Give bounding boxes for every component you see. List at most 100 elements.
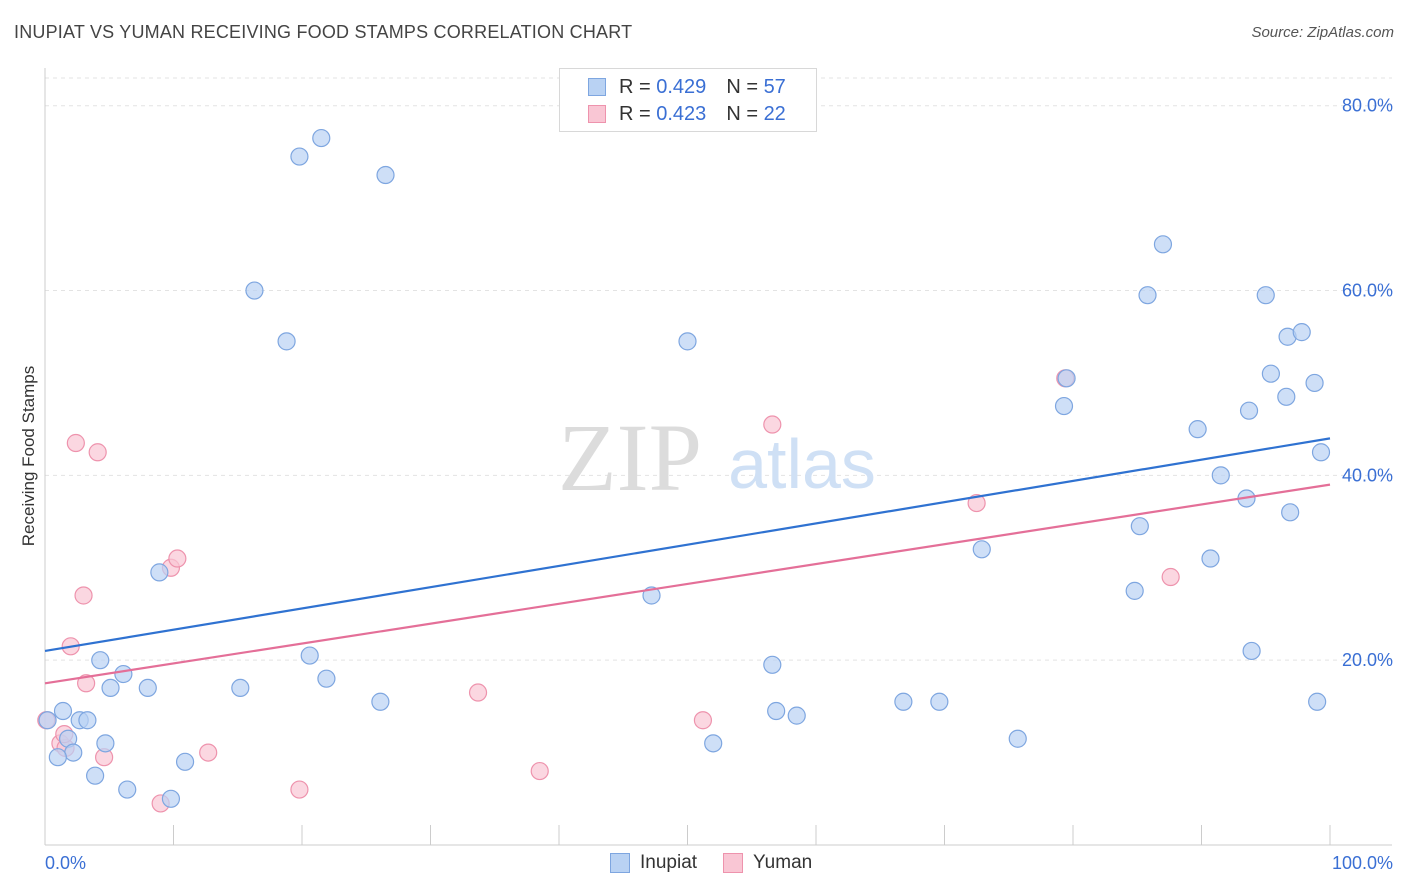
r-value: 0.423 [656,102,707,125]
yuman-point [468,683,488,702]
inupiat-point [1281,503,1300,522]
inupiat-point [175,752,195,771]
yuman-point [290,780,309,799]
chart-title: INUPIAT VS YUMAN RECEIVING FOOD STAMPS C… [14,22,633,42]
r-value: 0.429 [656,75,707,98]
inupiat-point [1242,641,1261,661]
inupiat-point [138,678,157,698]
inupiat-point [972,540,991,559]
watermark: ZIP atlas [558,404,876,511]
inupiat-point [1201,549,1220,568]
inupiat-point [1308,692,1327,711]
yuman-point [530,761,549,781]
inupiat-point [96,734,115,753]
yuman-legend-swatch [723,853,744,873]
n-label: N = [726,102,758,125]
gridlines [45,77,1392,661]
inupiat-point [1211,466,1230,485]
inupiat-point [86,766,105,785]
inupiat-point [114,664,133,684]
inupiat-point [763,655,782,674]
x-tick-label: 100.0% [1332,853,1393,873]
inupiat-point [930,692,949,711]
inupiat-point [1057,369,1076,388]
inupiat-point [371,692,390,711]
r-label: R = [619,102,651,125]
inupiat-point [150,563,169,582]
yuman-point [693,711,713,730]
legend-item-inupiat[interactable]: Inupiat [610,852,697,874]
inupiat-point [161,789,181,808]
y-axis-label: Receiving Food Stamps [19,366,38,546]
inupiat-point [704,734,723,753]
inupiat-point [1277,387,1296,406]
yuman-trendline [44,483,1331,685]
watermark-zip: ZIP [558,404,702,511]
inupiat-point [91,651,110,670]
inupiat-point [376,165,395,185]
inupiat-point [1125,581,1144,600]
yuman-point [1161,567,1180,587]
n-value: 22 [763,102,786,125]
inupiat-point [1256,286,1275,305]
inupiat-point [101,678,120,698]
r-label: R = [619,75,651,98]
yuman-point [88,443,107,462]
yuman-point [967,493,986,513]
inupiat-point [78,711,97,730]
inupiat-point [787,706,806,725]
yuman-point [763,415,782,434]
inupiat-point [48,748,67,767]
inupiat-point [1008,729,1027,748]
legend-label-yuman: Yuman [753,852,813,873]
inupiat-point [300,646,319,665]
x-tick-label: 0.0% [45,853,86,873]
inupiat-point [1188,420,1207,439]
yuman-point [199,743,218,762]
yuman-point [66,433,85,453]
inupiat-point [277,332,296,351]
inupiat-point [53,701,73,721]
stats-legend: R = 0.429 N = 57 R = 0.423 N = 22 [559,68,817,132]
y-tick-label: 20.0% [1342,650,1393,670]
source-label: Source: ZipAtlas.com [1251,24,1394,41]
watermark-atlas: atlas [728,425,876,503]
inupiat-point [1311,443,1331,462]
legend-item-yuman[interactable]: Yuman [723,852,812,874]
inupiat-point [1130,517,1149,536]
inupiat-point [767,701,786,721]
inupiat-point [312,128,331,148]
inupiat-point [118,780,137,799]
tick-labels: 20.0% 40.0% 60.0% 80.0% 0.0% 100.0% [45,96,1393,873]
series-legend: Inupiat Yuman [610,852,838,874]
inupiat-point [1261,364,1280,383]
y-tick-label: 40.0% [1342,465,1393,485]
inupiat-point [245,281,264,300]
inupiat-point [678,332,697,351]
yuman-point [74,586,93,605]
y-tick-label: 80.0% [1342,96,1393,116]
yuman-swatch [588,105,606,123]
inupiat-point [231,678,250,698]
inupiat-point [1305,373,1324,393]
inupiat-swatch [588,78,606,96]
inupiat-point [1239,401,1259,420]
inupiat-point [64,743,83,762]
yuman-point [168,549,187,568]
legend-row-yuman: R = 0.423 N = 22 [588,103,786,125]
yuman-point [77,674,96,693]
inupiat-legend-swatch [610,853,630,873]
inupiat-point [1153,235,1173,254]
axes [44,68,1392,846]
inupiat-point [290,147,309,166]
inupiat-point [1054,396,1074,416]
inupiat-point [1138,286,1157,305]
inupiat-trendline [44,437,1331,653]
trendlines [44,437,1331,685]
y-tick-label: 60.0% [1342,281,1393,301]
inupiat-point [317,669,336,688]
n-label: N = [726,75,758,98]
inupiat-point [894,692,913,711]
inupiat-point [1292,323,1311,342]
